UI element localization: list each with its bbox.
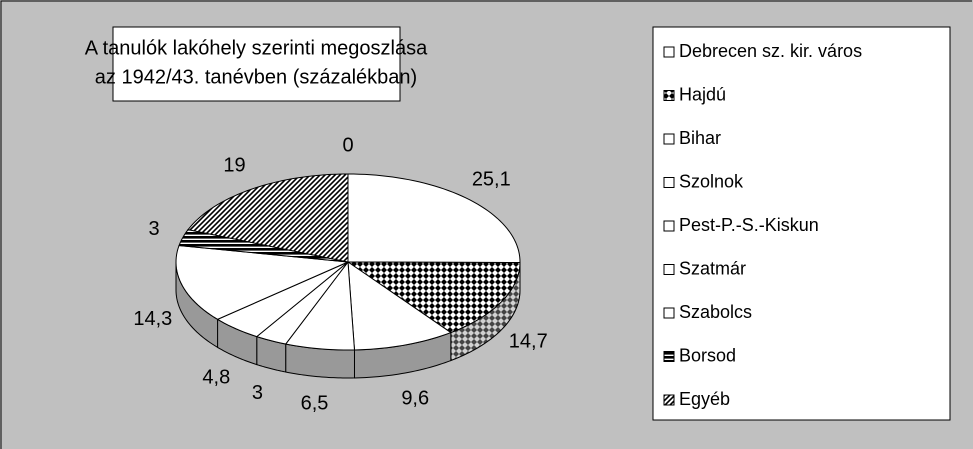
pie-slice	[255, 261, 349, 345]
pie-slice	[346, 261, 521, 334]
data-label: 3	[252, 382, 263, 404]
chart-title: az 1942/43. tanévben (százalékban)	[95, 66, 417, 88]
legend-swatch	[663, 133, 675, 145]
legend-swatch	[663, 394, 675, 406]
legend-swatch	[663, 90, 675, 101]
legend-label: Szabolcs	[679, 302, 752, 322]
data-label: 19	[223, 154, 245, 176]
legend-label: Hajdú	[679, 84, 726, 104]
legend-label: Egyéb	[679, 389, 730, 409]
legend-label: Pest-P.-S.-Kiskun	[679, 215, 819, 235]
legend-label: Szatmár	[679, 258, 746, 278]
data-label: 6,5	[301, 393, 329, 415]
pie-slice	[175, 244, 350, 320]
data-label: 14,7	[509, 331, 548, 353]
legend-swatch	[663, 220, 675, 232]
legend-swatch	[663, 307, 675, 319]
legend-swatch	[663, 264, 675, 275]
pie-slice	[347, 260, 452, 351]
pie-slice	[187, 173, 349, 263]
legend-label: Borsod	[679, 345, 736, 365]
data-label: 0	[342, 134, 353, 156]
data-label: 9,6	[401, 388, 429, 410]
legend-swatch	[663, 46, 675, 58]
chart-title: A tanulók lakóhely szerinti megoszlása	[85, 37, 428, 59]
legend-label: Szolnok	[679, 171, 744, 191]
data-label: 4,8	[202, 366, 230, 388]
legend-label: Debrecen sz. kir. város	[679, 41, 862, 61]
title-box	[112, 26, 401, 102]
legend-swatch	[663, 351, 675, 362]
legend-label: Bihar	[679, 128, 721, 148]
pie-slice	[216, 261, 349, 338]
legend-swatch	[663, 177, 675, 188]
legend-box	[652, 26, 951, 421]
data-label: 14,3	[133, 308, 172, 330]
pie-slice	[284, 260, 356, 351]
data-label: 25,1	[472, 169, 511, 191]
data-label: 3	[148, 218, 159, 240]
pie-slice	[347, 173, 521, 264]
